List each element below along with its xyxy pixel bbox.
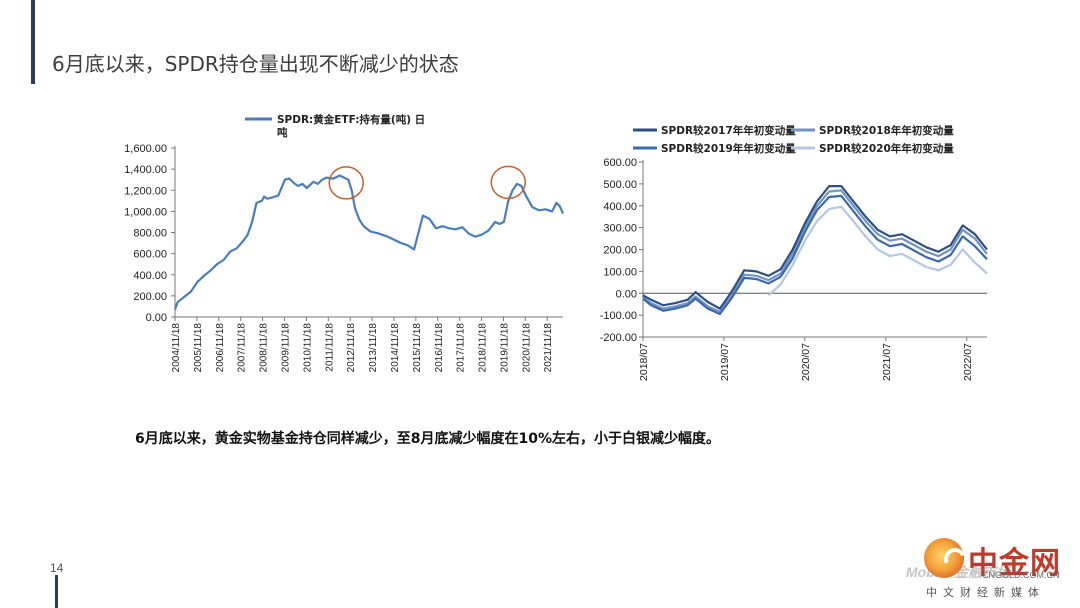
- x-tick-label: 2018/11/18: [478, 323, 489, 373]
- logo-subtitle: 中文财经新媒体: [926, 586, 1045, 599]
- legend-label: SPDR较2018年年初变动量: [819, 124, 954, 137]
- series-line-2020: [767, 205, 988, 297]
- x-tick-label: 2015/11/18: [412, 323, 423, 373]
- y-tick-label: 400.00: [603, 201, 637, 213]
- series-line-2017: [642, 185, 988, 310]
- x-tick-label: 2016/11/18: [434, 323, 445, 373]
- y-tick-label: -200.00: [600, 332, 637, 344]
- logo-emblem-icon: [924, 538, 970, 578]
- x-tick-label: 2005/11/18: [193, 323, 204, 373]
- y-tick-label: 1,400.00: [124, 164, 167, 176]
- y-tick-label: 500.00: [603, 179, 637, 191]
- x-tick-label: 2008/11/18: [259, 323, 270, 373]
- legend-label: SPDR较2019年年初变动量: [661, 142, 796, 155]
- x-tick-label: 2009/11/18: [280, 323, 291, 373]
- x-tick-label: 2011/11/18: [324, 323, 335, 372]
- highlight-circle: [490, 165, 527, 200]
- x-tick-label: 2014/11/18: [390, 323, 401, 373]
- y-tick-label: 400.00: [133, 270, 167, 282]
- spdr-change-chart: SPDR较2017年年初变动量 SPDR较2018年年初变动量 SPDR较2019年…: [600, 124, 988, 381]
- y-tick-label: 600.00: [133, 249, 167, 261]
- x-tick-label: 2010/11/18: [302, 323, 313, 373]
- legend-label: SPDR:黄金ETF:持有量(吨) 日: [277, 113, 425, 126]
- y-tick-label: 100.00: [603, 266, 637, 278]
- x-tick-label: 2017/11/18: [456, 323, 467, 373]
- x-tick-label: 2021/11/18: [543, 323, 554, 373]
- title-accent-bar: [31, 0, 35, 84]
- y-tick-label: 200.00: [133, 291, 167, 303]
- series-line-spdr-holdings: [173, 174, 565, 310]
- x-tick-label: 2019/07: [719, 343, 731, 381]
- y-tick-label: 1,600.00: [124, 143, 167, 155]
- x-tick-label: 2022/07: [962, 343, 974, 381]
- y-tick-label: 200.00: [603, 245, 637, 257]
- y-tick-label: -100.00: [600, 310, 637, 322]
- x-tick-label: 2020/07: [800, 343, 812, 381]
- page-title: 6月底以来，SPDR持仓量出现不断减少的状态: [52, 52, 459, 76]
- footer-accent-bar: [55, 575, 58, 608]
- y-tick-label: 600.00: [603, 157, 637, 169]
- y-tick-label: 1,000.00: [124, 206, 167, 218]
- slide-caption: 6月底以来，黄金实物基金持仓同样减少，至8月底减少幅度在10%左右，小于白银减少…: [135, 431, 720, 447]
- x-tick-label: 2018/07: [638, 343, 650, 381]
- series-line-2019: [642, 194, 988, 316]
- x-tick-label: 2012/11/18: [346, 323, 357, 373]
- y-tick-label: 800.00: [133, 228, 167, 240]
- spdr-holdings-chart: SPDR:黄金ETF:持有量(吨) 日吨 0.00 200.00 400.00 600.…: [124, 113, 565, 373]
- cngold-logo[interactable]: Mobile 金融市场 中金网 CNGOLD.COM.CN 中文财经新媒体: [906, 536, 1072, 602]
- logo-url: CNGOLD.COM.CN: [982, 570, 1060, 580]
- y-tick-label: 1,200.00: [124, 185, 167, 197]
- x-tick-label: 2019/11/18: [499, 323, 510, 373]
- page-number: 14: [50, 561, 64, 575]
- x-tick-label: 2013/11/18: [368, 323, 379, 373]
- y-tick-label: 0.00: [616, 288, 637, 300]
- y-tick-label: 300.00: [603, 223, 637, 235]
- x-tick-label: 2020/11/18: [521, 323, 532, 373]
- highlight-circle: [328, 166, 364, 200]
- x-tick-label: 2007/11/18: [237, 323, 248, 373]
- x-tick-label: 2006/11/18: [215, 323, 226, 373]
- y-tick-label: 0.00: [146, 312, 167, 324]
- legend-label: SPDR较2017年年初变动量: [661, 124, 796, 137]
- series-line-2018: [642, 189, 988, 313]
- logo-name: 中金网: [968, 546, 1061, 581]
- legend-unit: 吨: [277, 126, 288, 139]
- legend-label: SPDR较2020年年初变动量: [819, 142, 954, 155]
- x-tick-label: 2004/11/18: [171, 323, 182, 373]
- x-tick-label: 2021/07: [881, 343, 893, 381]
